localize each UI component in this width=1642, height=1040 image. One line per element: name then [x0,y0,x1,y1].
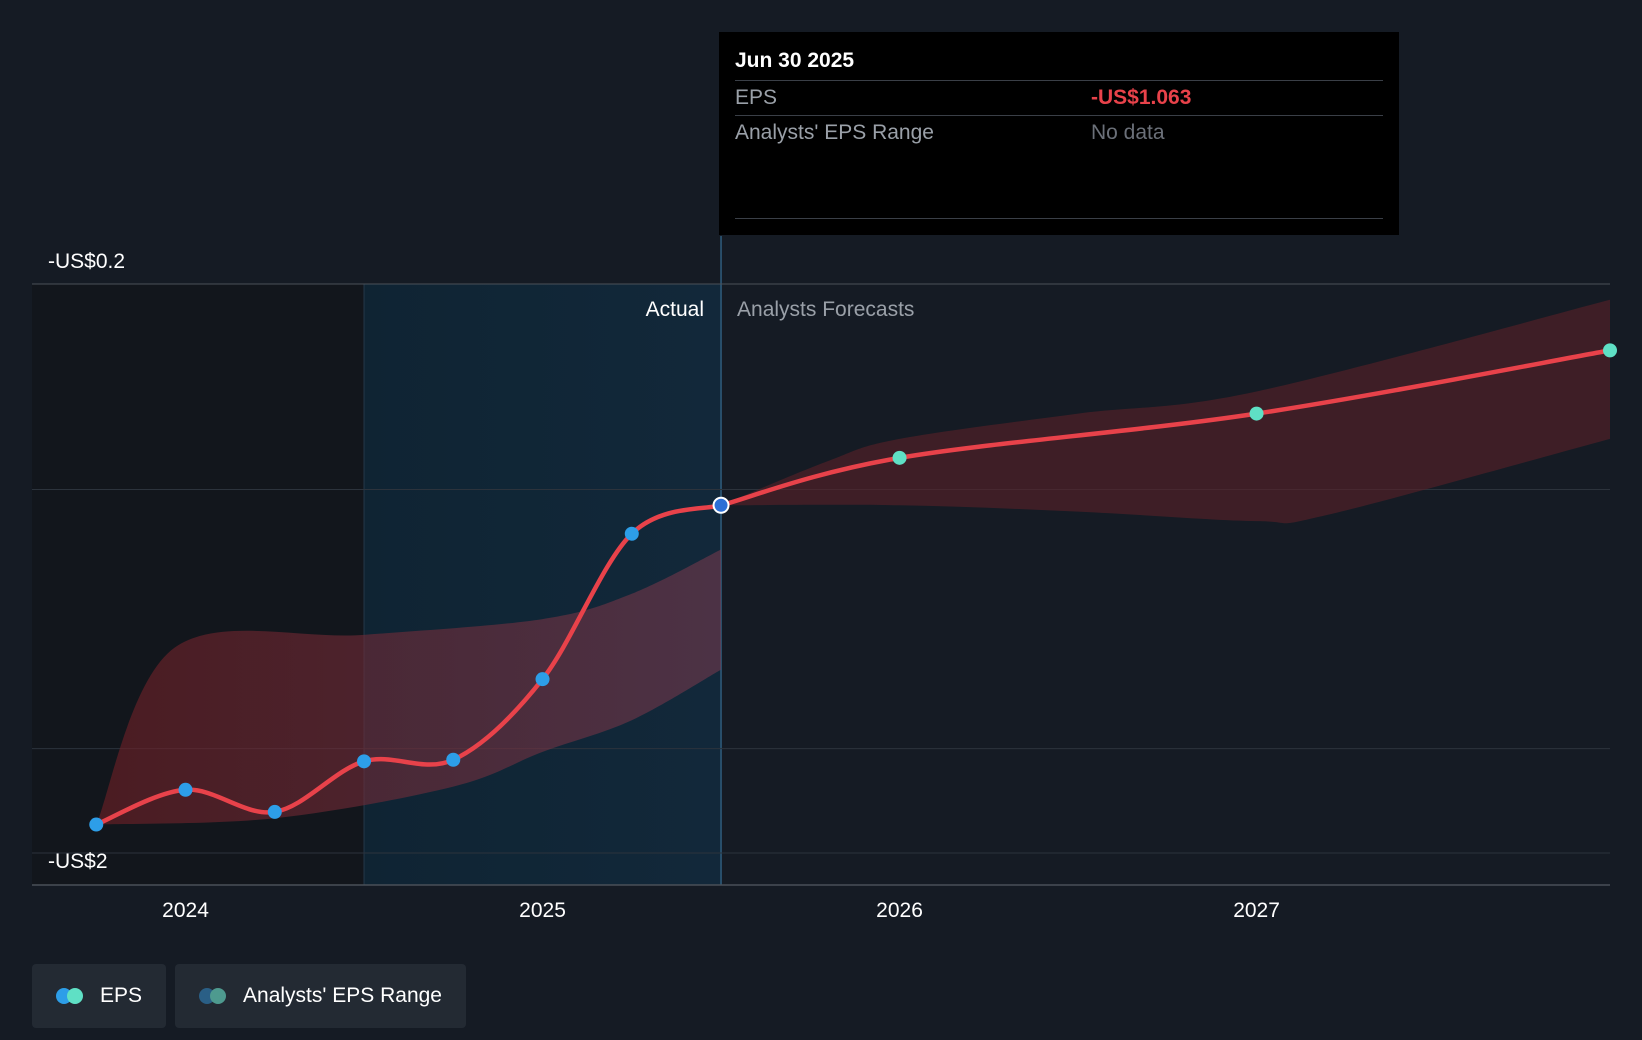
tooltip-row-range: Analysts' EPS Range No data [735,115,1383,150]
eps-range-swatch-icon [199,988,231,1004]
y-axis-label-bottom: -US$2 [48,850,108,873]
tooltip-row-eps: EPS -US$1.063 [735,80,1383,115]
eps-forecast-line [718,348,1613,508]
tooltip-date: Jun 30 2025 [735,49,855,72]
x-tick-label: 2027 [1233,899,1280,922]
eps-range-band-forecast [721,299,1610,524]
eps-actual-point [89,817,104,832]
x-tick-label: 2025 [519,899,566,922]
tooltip-panel: Jun 30 2025 EPS -US$1.063 Analysts' EPS … [719,32,1399,235]
eps-actual-point [624,526,639,541]
eps-actual-point [446,752,461,767]
eps-forecast-point [1603,343,1617,358]
eps-forecast-point [1249,406,1264,421]
y-axis-label-top: -US$0.2 [48,250,125,273]
legend-item-eps[interactable]: EPS [32,964,167,1028]
x-tick-label: 2024 [162,899,209,922]
forecast-section-label: Analysts Forecasts [737,298,914,321]
actual-section-label: Actual [646,298,704,321]
eps-actual-point [267,804,282,819]
tooltip-eps-label: EPS [735,86,778,109]
tooltip-range-label: Analysts' EPS Range [735,121,934,144]
eps-forecast-point [892,450,907,465]
eps-swatch-icon [56,988,88,1004]
tooltip-eps-value: -US$1.063 [1091,86,1192,109]
eps-current-point [712,496,730,514]
eps-actual-point [178,782,193,797]
x-tick-label: 2026 [876,899,923,922]
eps-range-band-actual [96,549,722,825]
legend-eps-range-label: Analysts' EPS Range [243,984,442,1007]
tooltip-range-value: No data [1091,121,1165,144]
legend-eps-label: EPS [100,984,143,1007]
legend-item-eps-range[interactable]: Analysts' EPS Range [175,964,466,1028]
eps-actual-point [535,672,550,687]
legend: EPS Analysts' EPS Range [32,964,466,1028]
tooltip-divider [735,218,1383,219]
eps-actual-line [94,503,724,827]
eps-actual-point [357,754,372,769]
